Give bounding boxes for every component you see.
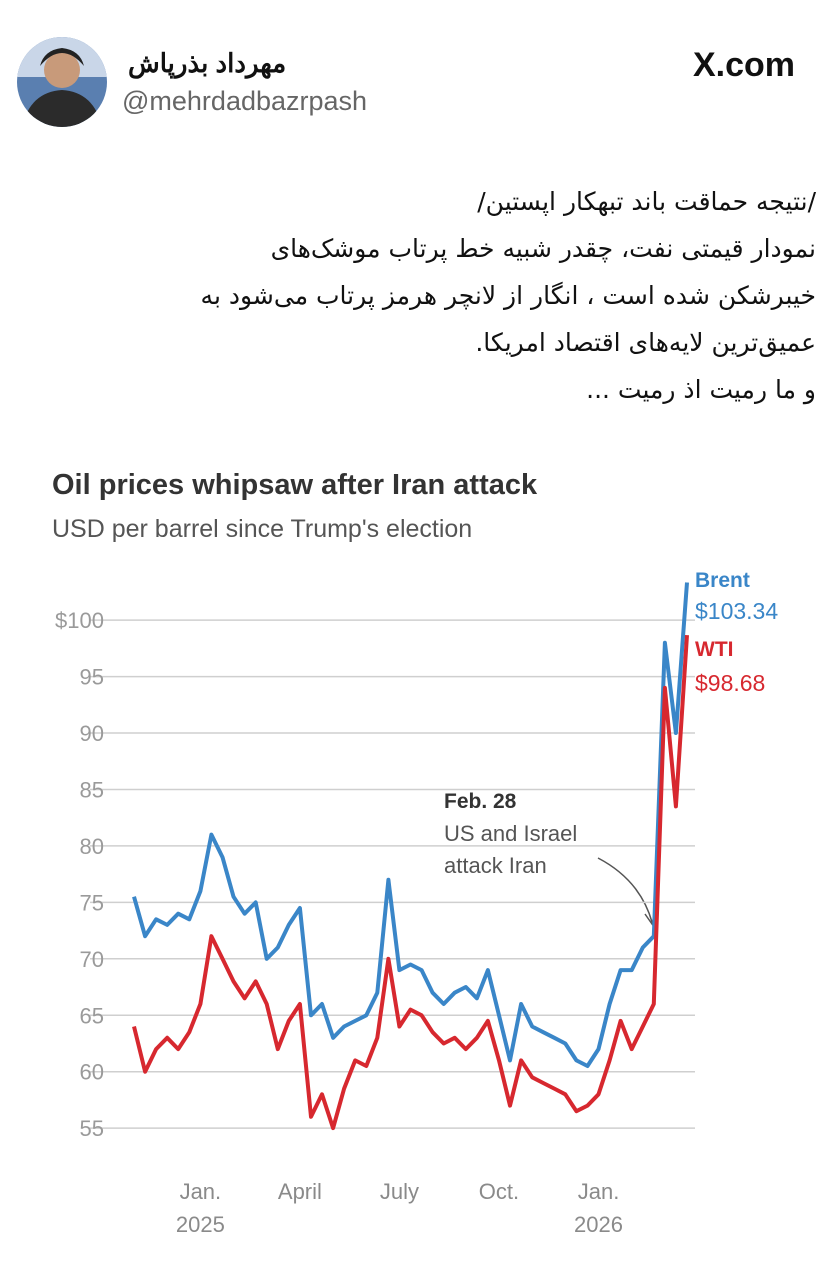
chart-subtitle: USD per barrel since Trump's election: [52, 515, 472, 543]
data-label: $98.68: [695, 670, 765, 696]
tweet-line: عمیق‌ترین لایه‌های اقتصاد امریکا.: [475, 328, 816, 357]
y-tick-label: 65: [80, 1003, 104, 1028]
y-tick-label: 70: [80, 947, 104, 972]
x-tick-label: Oct.: [479, 1179, 519, 1204]
tweet-line: /نتیجه حماقت باند تبهکار اپستین/: [477, 187, 816, 216]
avatar[interactable]: [17, 37, 107, 127]
y-tick-label: $100: [55, 608, 104, 633]
x-tick-label: Jan.: [578, 1179, 620, 1204]
annotation-date: Feb. 28: [444, 790, 517, 813]
series-line: [132, 634, 689, 1131]
y-tick-label: 60: [80, 1060, 104, 1085]
annotation-arrow: [597, 857, 653, 923]
tweet-line: و ما رمیت اذ رمیت ...: [586, 375, 816, 404]
x-tick-label: 2026: [574, 1212, 623, 1237]
user-name: مهرداد بذرپاش: [128, 48, 286, 79]
y-tick-label: 95: [80, 665, 104, 690]
annotation-text: US and Israel: [444, 821, 577, 846]
x-tick-label: Jan.: [180, 1179, 222, 1204]
tweet-text: /نتیجه حماقت باند تبهکار اپستین/نمودار ق…: [16, 178, 816, 413]
y-tick-label: 75: [80, 890, 104, 915]
y-tick-label: 80: [80, 834, 104, 859]
x-tick-label: July: [380, 1179, 419, 1204]
site-logo: X.com: [693, 46, 795, 84]
user-handle: @mehrdadbazrpash: [122, 86, 367, 116]
series-line: [132, 582, 689, 1068]
y-tick-label: 55: [80, 1116, 104, 1141]
tweet-line: خیبرشکن شده است ، انگار از لانچر هرمز پر…: [200, 281, 816, 310]
annotation-text: attack Iran: [444, 853, 547, 878]
y-tick-label: 90: [80, 721, 104, 746]
legend-entry: WTI: [695, 638, 733, 661]
legend-entry: Brent: [695, 569, 750, 592]
y-tick-label: 85: [80, 777, 104, 802]
x-tick-label: April: [278, 1179, 322, 1204]
data-label: $103.34: [695, 598, 778, 624]
tweet-line: نمودار قیمتی نفت، چقدر شبیه خط پرتاب موش…: [270, 234, 816, 263]
x-tick-label: 2025: [176, 1212, 225, 1237]
chart-title: Oil prices whipsaw after Iran attack: [52, 469, 538, 501]
